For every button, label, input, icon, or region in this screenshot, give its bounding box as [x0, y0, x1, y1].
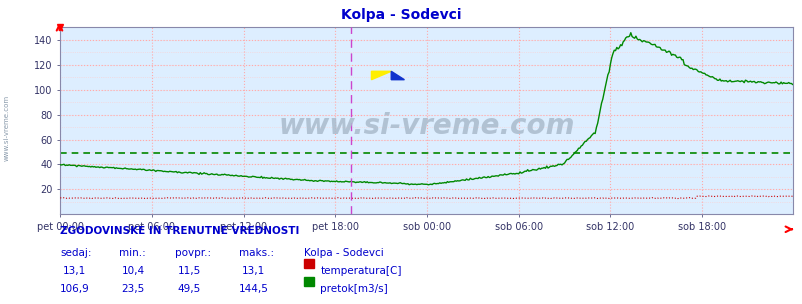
Text: min.:: min.:: [119, 248, 145, 258]
Text: sedaj:: sedaj:: [60, 248, 91, 258]
Text: 11,5: 11,5: [178, 266, 200, 276]
Polygon shape: [371, 71, 391, 80]
Text: ZGODOVINSKE IN TRENUTNE VREDNOSTI: ZGODOVINSKE IN TRENUTNE VREDNOSTI: [60, 226, 299, 237]
Text: 23,5: 23,5: [122, 284, 144, 294]
Text: povpr.:: povpr.:: [175, 248, 211, 258]
Text: www.si-vreme.com: www.si-vreme.com: [3, 95, 10, 161]
Text: 49,5: 49,5: [178, 284, 200, 294]
Text: pretok[m3/s]: pretok[m3/s]: [320, 284, 387, 294]
Text: Kolpa - Sodevci: Kolpa - Sodevci: [303, 248, 383, 258]
Text: 13,1: 13,1: [242, 266, 265, 276]
Text: 13,1: 13,1: [63, 266, 86, 276]
Text: maks.:: maks.:: [239, 248, 274, 258]
Polygon shape: [391, 71, 404, 80]
Text: www.si-vreme.com: www.si-vreme.com: [277, 112, 574, 140]
Text: 106,9: 106,9: [59, 284, 90, 294]
Text: temperatura[C]: temperatura[C]: [320, 266, 401, 276]
Text: 144,5: 144,5: [238, 284, 269, 294]
Text: Kolpa - Sodevci: Kolpa - Sodevci: [341, 8, 461, 22]
Text: 10,4: 10,4: [122, 266, 144, 276]
